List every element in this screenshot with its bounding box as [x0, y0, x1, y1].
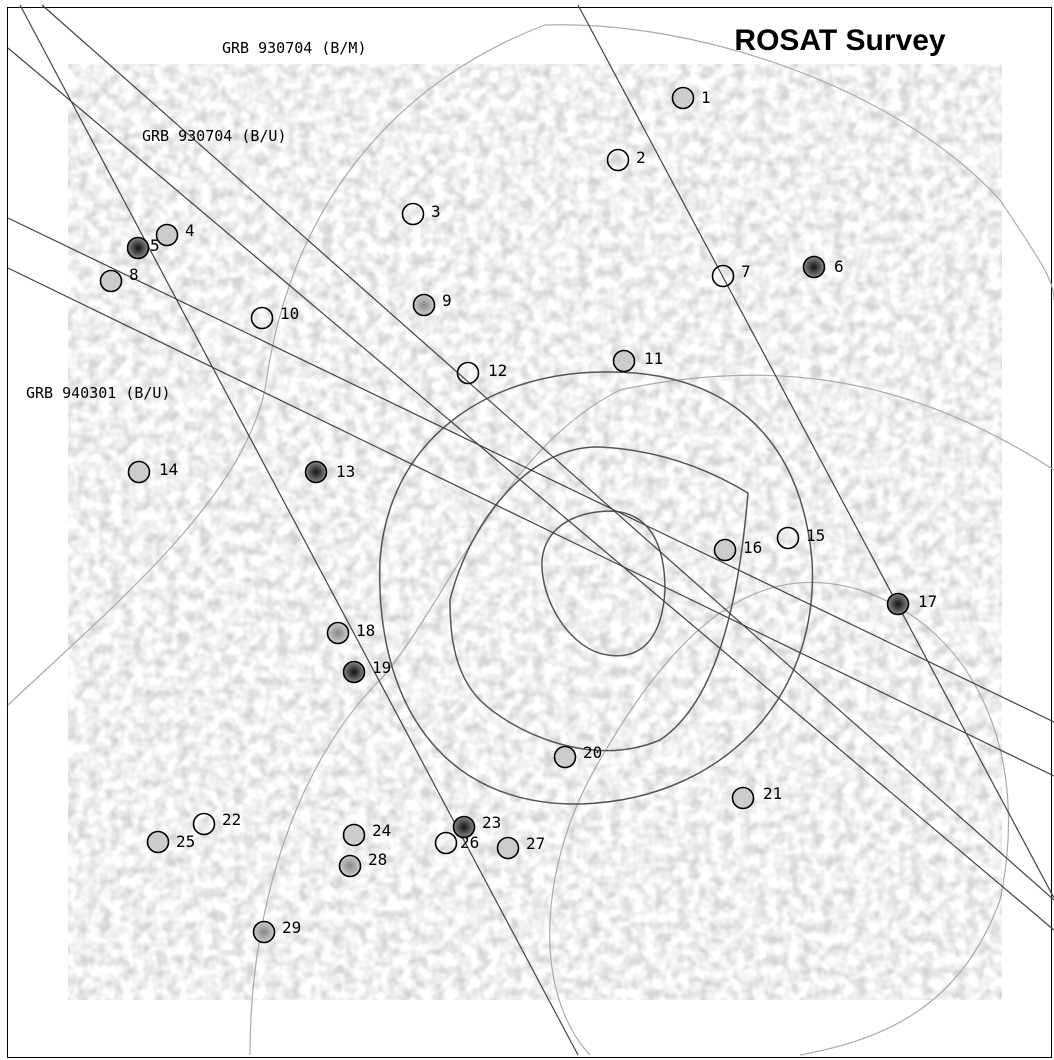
source-label: 21	[763, 784, 782, 803]
source-label: 3	[431, 202, 441, 221]
source-label: 1	[701, 88, 711, 107]
figure: ROSAT Survey GRB 930704 (B/M) GRB 930704…	[0, 0, 1054, 1060]
source-label: 16	[743, 538, 762, 557]
title: ROSAT Survey	[734, 24, 945, 57]
source-label: 10	[280, 304, 299, 323]
source-marker	[254, 922, 275, 943]
source-label: 23	[482, 813, 501, 832]
source-label: 9	[442, 291, 452, 310]
source-label: 13	[336, 462, 355, 481]
source-label: 6	[834, 257, 844, 276]
source-marker	[306, 462, 327, 483]
source-marker	[157, 225, 178, 246]
source-label: 7	[741, 262, 751, 281]
xray-image	[68, 64, 1002, 1000]
source-marker	[555, 747, 576, 768]
source-label: 12	[488, 361, 507, 380]
source-label: 2	[636, 148, 646, 167]
source-label: 14	[159, 460, 178, 479]
source-label: 19	[372, 658, 391, 677]
source-label: 8	[129, 265, 139, 284]
source-marker	[715, 540, 736, 561]
source-marker	[128, 238, 149, 259]
source-label: 17	[918, 592, 937, 611]
source-label: 22	[222, 810, 241, 829]
source-marker	[101, 271, 122, 292]
source-marker	[328, 623, 349, 644]
source-label: 11	[644, 349, 663, 368]
source-label: 25	[176, 832, 195, 851]
source-marker	[414, 295, 435, 316]
source-marker	[344, 662, 365, 683]
source-marker	[340, 856, 361, 877]
source-label: 4	[185, 221, 195, 240]
error-box-label: GRB 940301 (B/U)	[26, 384, 171, 402]
source-label: 29	[282, 918, 301, 937]
source-marker	[148, 832, 169, 853]
source-marker	[498, 838, 519, 859]
source-label: 26	[460, 833, 479, 852]
source-marker	[129, 462, 150, 483]
source-label: 28	[368, 850, 387, 869]
source-label: 5	[150, 236, 160, 255]
source-label: 15	[806, 526, 825, 545]
source-marker	[804, 257, 825, 278]
source-marker	[673, 88, 694, 109]
source-marker	[344, 825, 365, 846]
source-marker	[733, 788, 754, 809]
source-label: 24	[372, 821, 391, 840]
error-box-label: GRB 930704 (B/U)	[142, 127, 287, 145]
source-marker	[614, 351, 635, 372]
source-marker	[888, 594, 909, 615]
source-label: 18	[356, 621, 375, 640]
error-box-label: GRB 930704 (B/M)	[222, 39, 367, 57]
source-label: 20	[583, 743, 602, 762]
source-label: 27	[526, 834, 545, 853]
